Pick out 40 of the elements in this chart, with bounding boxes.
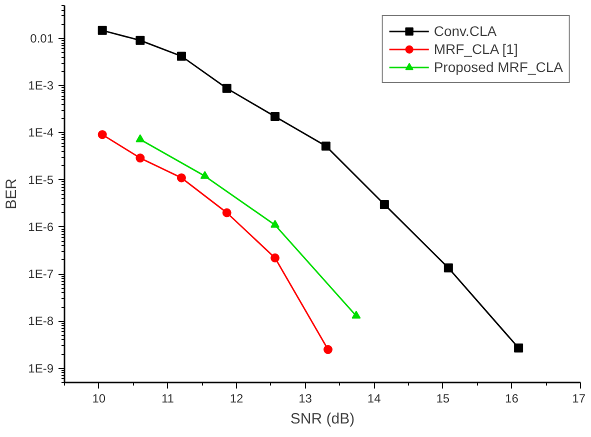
x-tick-label: 16 (505, 392, 519, 406)
point (352, 310, 361, 319)
legend-label: Proposed MRF_CLA (434, 58, 563, 76)
point (270, 112, 280, 122)
x-tick-label: 11 (161, 392, 174, 406)
point (270, 253, 280, 262)
x-tick-label: 14 (367, 392, 382, 406)
y-tick-label: 1E-8 (28, 314, 54, 328)
y-tick-label: 0.01 (30, 31, 54, 46)
point (136, 36, 145, 45)
point (176, 173, 186, 182)
point (98, 130, 107, 140)
y-tick-label: 1E-7 (28, 267, 54, 282)
x-tick-label: 10 (92, 392, 106, 406)
x-tick-label: 12 (230, 392, 244, 406)
y-tick-label: 1E-6 (28, 220, 54, 234)
point (176, 52, 186, 61)
point (98, 26, 107, 35)
point (324, 345, 333, 354)
point (321, 142, 330, 151)
point (514, 343, 524, 352)
x-tick-label: 13 (298, 392, 312, 406)
point (270, 220, 280, 228)
point (444, 263, 453, 272)
point (136, 134, 145, 142)
y-axis-title: BER (3, 178, 20, 210)
x-tick-label: 17 (572, 392, 586, 406)
y-tick-label: 1E-3 (28, 78, 54, 93)
x-tick-label: 15 (436, 392, 450, 406)
point (380, 200, 389, 209)
point (136, 154, 145, 163)
point (200, 170, 210, 179)
legend-label: Conv.CLA (434, 22, 497, 40)
point (222, 208, 232, 218)
point (222, 84, 232, 93)
x-axis-title: SNR (dB) (290, 410, 355, 428)
y-tick-label: 1E-9 (28, 361, 54, 376)
y-tick-label: 1E-4 (28, 126, 54, 140)
y-tick-label: 1E-5 (28, 172, 54, 187)
legend-label: MRF_CLA [1] (434, 40, 518, 58)
